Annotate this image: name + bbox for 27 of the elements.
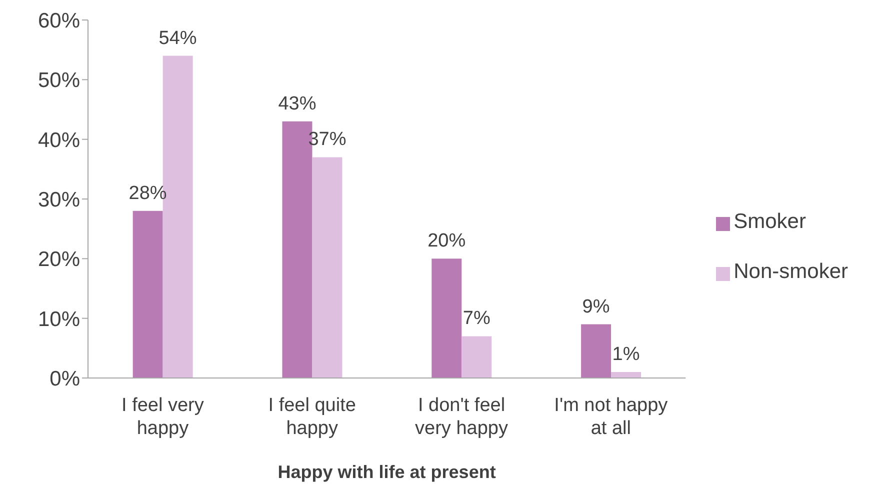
x-axis-title: Happy with life at present xyxy=(278,462,496,482)
data-label: 9% xyxy=(582,296,610,318)
data-label: 7% xyxy=(462,308,490,330)
bar xyxy=(462,336,492,378)
data-label: 28% xyxy=(128,182,167,204)
data-label: 43% xyxy=(278,93,316,114)
y-tick-label: 40% xyxy=(38,128,80,152)
y-tick-label: 10% xyxy=(38,308,80,331)
x-tick-label: I'm not happy at all xyxy=(554,395,668,439)
y-tick-label: 60% xyxy=(38,9,80,32)
legend-label: Non-smoker xyxy=(734,260,848,283)
bar xyxy=(611,372,642,378)
x-tick-label: I don't feel very happy xyxy=(415,395,508,439)
legend-label: Smoker xyxy=(734,210,806,233)
x-tick-label: I feel very happy xyxy=(122,395,204,439)
y-tick-label: 50% xyxy=(38,69,80,92)
bar xyxy=(581,324,612,378)
bar xyxy=(432,258,462,378)
bar xyxy=(132,210,163,378)
bar xyxy=(312,157,342,378)
data-label: 20% xyxy=(428,230,466,252)
y-tick-label: 20% xyxy=(38,248,80,272)
y-tick-label: 0% xyxy=(50,367,80,390)
data-label: 54% xyxy=(158,28,197,49)
y-tick-label: 30% xyxy=(38,188,80,212)
data-label: 1% xyxy=(612,344,640,366)
x-tick-label: I feel quite happy xyxy=(268,395,356,439)
